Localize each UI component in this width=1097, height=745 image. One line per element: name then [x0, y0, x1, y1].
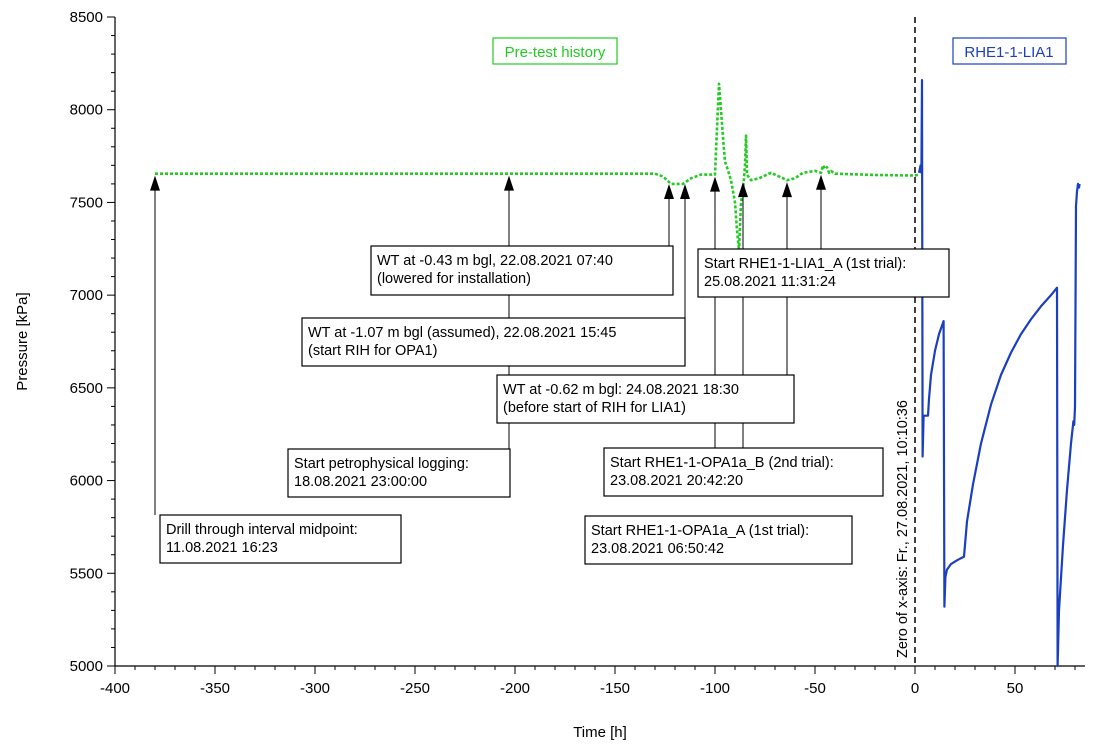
x-tick-label: -400 [100, 680, 130, 697]
annotation-text: Drill through interval midpoint: [166, 522, 358, 538]
annotation-text: Start RHE1-1-OPA1a_A (1st trial): [591, 523, 809, 539]
y-tick-label: 5500 [70, 565, 103, 582]
annotation-0: Drill through interval midpoint: 11.08.20… [150, 175, 402, 564]
annotation-text: 23.08.2021 06:50:42 [591, 541, 724, 557]
annotation-text: WT at -0.43 m bgl, 22.08.2021 07:40 [377, 253, 613, 269]
y-axis-label: Pressure [kPa] [14, 292, 31, 390]
annotation-5: Start RHE1-1-OPA1a_B (2nd trial): 23.08.2… [603, 182, 884, 497]
annotation-text: 18.08.2021 23:00:00 [294, 474, 427, 490]
x-tick-label: -50 [804, 680, 826, 697]
annotation-box [287, 448, 511, 498]
annotation-box [584, 515, 853, 565]
annotation-4: Start RHE1-1-OPA1a_A (1st trial): 23.08.2… [584, 176, 853, 565]
annotation-7: Start RHE1-1-LIA1_A (1st trial): 25.08.20… [697, 174, 950, 298]
annotation-text: (lowered for installation) [377, 271, 531, 287]
y-tick-label: 5000 [70, 658, 103, 675]
annotations: Drill through interval midpoint: 11.08.20… [150, 174, 950, 565]
annotation-3: WT at -1.07 m bgl (assumed), 22.08.2021 … [301, 184, 690, 367]
annotation-text: (start RIH for OPA1) [308, 343, 437, 359]
annotation-text: Start petrophysical logging: [294, 456, 469, 472]
annotation-text: WT at -1.07 m bgl (assumed), 22.08.2021 … [308, 325, 616, 341]
annotation-box [697, 248, 950, 298]
x-tick-label: -350 [200, 680, 230, 697]
annotation-text: 25.08.2021 11:31:24 [704, 274, 836, 290]
legend-pretest-label: Pre-test history [505, 44, 606, 61]
annotation-1: Start petrophysical logging: 18.08.2021 2… [287, 175, 514, 498]
axes: -400 -350 -300 -250 -200 -150 -100 -50 0 50 5000 55… [70, 9, 1085, 697]
annotation-box [370, 245, 674, 296]
x-tick-label: -250 [400, 680, 430, 697]
legend-test: RHE1-1-LIA1 [952, 37, 1067, 65]
annotation-text: 11.08.2021 16:23 [166, 540, 278, 556]
annotation-arrowhead [150, 175, 160, 191]
legend-pretest-box [492, 37, 618, 65]
x-tick-label: 0 [911, 680, 919, 697]
zero-line-label: Zero of x-axis: Fr., 27.08.2021, 10:10:3… [895, 400, 911, 658]
legend-test-box [952, 37, 1067, 65]
annotation-arrowhead [816, 174, 826, 190]
y-tick-label: 8000 [70, 102, 103, 119]
y-tick-label: 7500 [70, 194, 103, 211]
x-tick-label: -200 [500, 680, 530, 697]
annotation-box [603, 447, 884, 497]
annotation-arrowhead [504, 175, 514, 191]
legend-pretest: Pre-test history [492, 37, 618, 65]
x-tick-label: -300 [300, 680, 330, 697]
test-series-line [917, 78, 1081, 668]
x-tick-label: -150 [600, 680, 630, 697]
data-series [155, 78, 1081, 668]
annotation-text: WT at -0.62 m bgl: 24.08.2021 18:30 [503, 382, 739, 398]
x-axis-label: Time [h] [573, 724, 627, 741]
x-tick-label: -100 [700, 680, 730, 697]
y-tick-label: 8500 [70, 9, 103, 26]
annotation-2: WT at -0.43 m bgl, 22.08.2021 07:40 (lowe… [370, 184, 674, 296]
annotation-arrowhead [680, 184, 690, 200]
annotation-arrowhead [710, 176, 720, 192]
y-tick-label: 6500 [70, 380, 103, 397]
annotation-text: Start RHE1-1-OPA1a_B (2nd trial): [610, 455, 834, 471]
annotation-text: 23.08.2021 20:42:20 [610, 473, 743, 489]
annotation-box [159, 514, 402, 564]
pretest-series-line [155, 82, 920, 252]
annotation-arrowhead [664, 184, 674, 200]
annotation-text: (before start of RIH for LIA1) [503, 400, 686, 416]
annotation-arrowhead [738, 182, 748, 198]
annotation-box [301, 317, 686, 367]
annotation-box [496, 374, 795, 424]
legend: Pre-test history RHE1-1-LIA1 [492, 37, 1067, 65]
y-tick-label: 7000 [70, 287, 103, 304]
x-tick-label: 50 [1007, 680, 1024, 697]
annotation-text: Start RHE1-1-LIA1_A (1st trial): [704, 256, 906, 272]
annotation-arrowhead [782, 182, 792, 198]
y-tick-label: 6000 [70, 473, 103, 490]
legend-test-label: RHE1-1-LIA1 [964, 44, 1053, 61]
annotation-6: WT at -0.62 m bgl: 24.08.2021 18:30 (befo… [496, 182, 795, 424]
